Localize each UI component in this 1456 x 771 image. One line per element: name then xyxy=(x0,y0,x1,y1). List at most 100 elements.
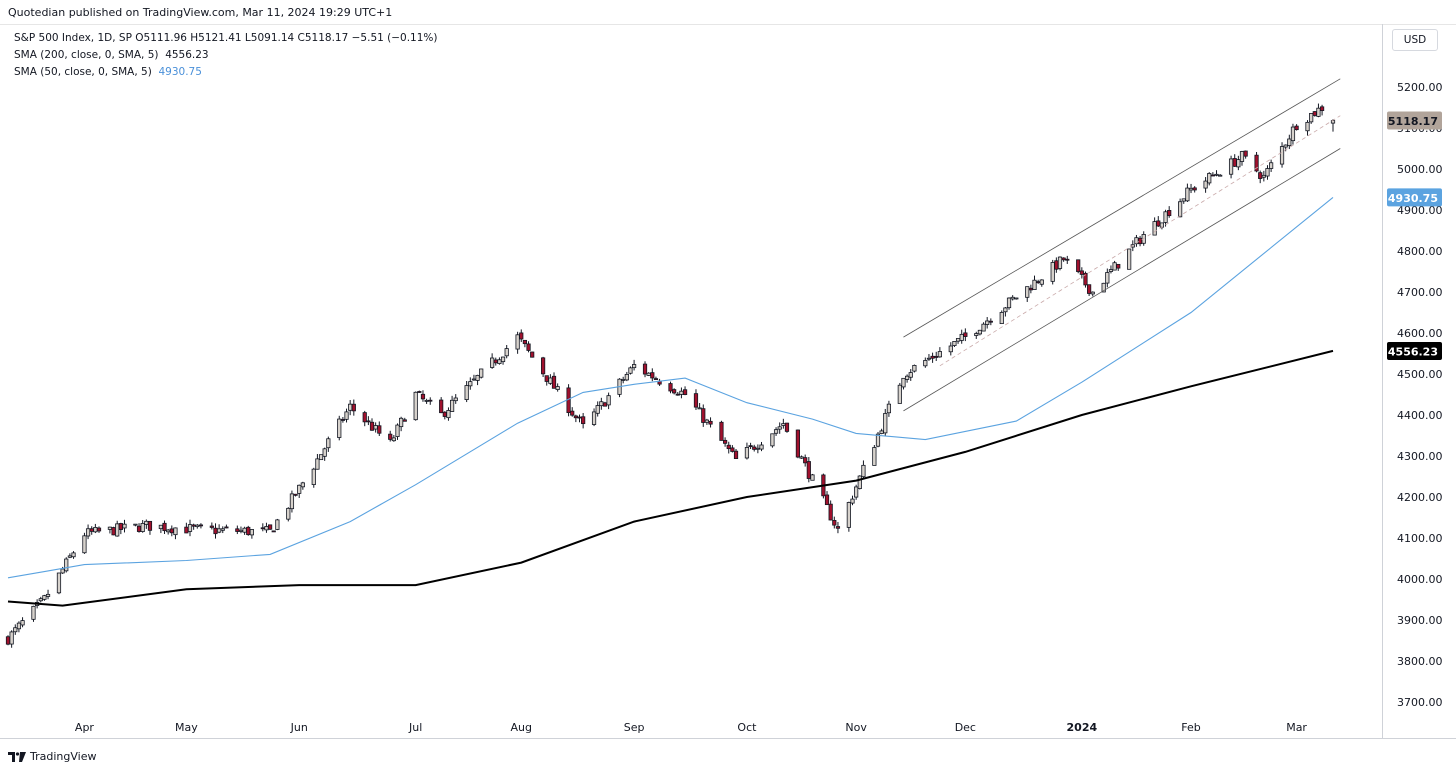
candle-body xyxy=(1087,284,1092,294)
sma200-line xyxy=(7,349,1334,607)
footer-brand[interactable]: TradingView xyxy=(8,750,96,763)
candle-body xyxy=(850,498,855,504)
candle-body xyxy=(748,445,753,448)
candle-body xyxy=(1287,138,1292,146)
candle-body xyxy=(1116,263,1121,269)
candle-body xyxy=(439,399,444,414)
candle-body xyxy=(555,386,560,390)
candle-body xyxy=(744,447,750,459)
candle-body xyxy=(675,393,680,396)
candle-body xyxy=(704,419,710,423)
candle-body xyxy=(275,519,280,530)
channel-lower-line xyxy=(903,148,1341,412)
candle-body xyxy=(1294,125,1299,131)
candle-body xyxy=(504,348,509,357)
candle-body xyxy=(136,525,142,532)
candle-body xyxy=(468,381,473,387)
candle-body xyxy=(668,383,673,392)
x-tick-label: Aug xyxy=(511,721,532,734)
symbol-legend[interactable]: S&P 500 Index, 1D, SP O5111.96 H5121.41 … xyxy=(14,32,438,44)
y-tick-label: 4300.00 xyxy=(1397,450,1443,463)
sma50-legend-value: 4930.75 xyxy=(158,66,202,78)
candle-body xyxy=(934,355,939,358)
candle-body xyxy=(770,433,775,447)
candle-body xyxy=(399,417,404,428)
candle-body xyxy=(5,636,11,645)
candle-body xyxy=(158,524,163,530)
candle-body xyxy=(1218,174,1223,177)
x-tick-label: Mar xyxy=(1286,721,1307,734)
sma50-legend[interactable]: SMA (50, close, 0, SMA, 5) 4930.75 xyxy=(14,64,438,81)
candle-body xyxy=(1210,174,1215,177)
sma200-price-tag-bg xyxy=(1387,341,1442,360)
candle-body xyxy=(959,333,964,341)
candle-body xyxy=(988,320,993,323)
candle-body xyxy=(289,493,295,510)
candle-body xyxy=(773,429,779,434)
candle-body xyxy=(693,393,699,408)
candle-body xyxy=(1039,279,1044,285)
candle-body xyxy=(595,405,600,414)
candle-body xyxy=(1163,211,1168,223)
candle-body xyxy=(428,399,433,402)
candle-body xyxy=(297,484,302,494)
candle-body xyxy=(1101,282,1106,293)
candle-body xyxy=(118,523,123,530)
candle-body xyxy=(351,403,356,412)
candle-body xyxy=(67,555,72,558)
y-tick-label: 4100.00 xyxy=(1397,532,1443,545)
candle-body xyxy=(540,357,546,375)
candle-body xyxy=(220,528,225,531)
candle-body xyxy=(1108,269,1114,272)
candle-body xyxy=(395,424,400,437)
candle-body xyxy=(311,468,316,485)
candle-body xyxy=(799,456,804,459)
candle-body xyxy=(166,529,171,533)
candle-body xyxy=(905,375,910,380)
candle-body xyxy=(1185,187,1190,202)
candle-body xyxy=(348,403,353,411)
candle-body xyxy=(140,523,145,532)
candle-body xyxy=(777,426,782,430)
candle-body xyxy=(286,507,291,520)
sma200-legend[interactable]: SMA (200, close, 0, SMA, 5) 4556.23 xyxy=(14,47,438,64)
candle-body xyxy=(861,464,866,478)
candle-body xyxy=(752,446,757,450)
currency-button[interactable]: USD xyxy=(1392,29,1438,51)
candle-body xyxy=(977,329,983,335)
candle-body xyxy=(1159,222,1165,228)
candle-body xyxy=(912,365,917,372)
candle-body xyxy=(133,523,138,526)
x-tick-label: Nov xyxy=(845,721,867,734)
y-tick-label: 4200.00 xyxy=(1397,491,1443,504)
candle-body xyxy=(810,474,815,481)
candle-body xyxy=(388,433,393,440)
candle-body xyxy=(952,341,957,346)
candle-body xyxy=(1014,297,1019,300)
candle-body xyxy=(318,454,324,461)
candle-body xyxy=(1269,162,1274,169)
candle-body xyxy=(875,433,881,447)
candle-body xyxy=(642,363,648,375)
candle-body xyxy=(857,475,862,489)
candle-body xyxy=(1254,154,1259,172)
y-tick-label: 3900.00 xyxy=(1397,614,1443,627)
candle-body xyxy=(246,526,251,536)
x-tick-label: Sep xyxy=(624,721,645,734)
candle-body xyxy=(500,356,506,363)
candle-body xyxy=(195,524,200,528)
candle-body xyxy=(1312,111,1317,116)
x-tick-label: 2024 xyxy=(1067,721,1098,734)
candle-body xyxy=(985,320,990,325)
candle-body xyxy=(213,527,218,535)
candle-body xyxy=(937,351,942,358)
candle-body xyxy=(1239,151,1245,162)
candle-body xyxy=(1214,173,1219,176)
last-price-tag-bg xyxy=(1387,111,1442,130)
candle-body xyxy=(45,593,51,597)
candle-body xyxy=(602,402,608,407)
y-tick-label: 3800.00 xyxy=(1397,655,1443,668)
candle-body xyxy=(111,527,116,536)
candle-body xyxy=(1105,272,1110,284)
